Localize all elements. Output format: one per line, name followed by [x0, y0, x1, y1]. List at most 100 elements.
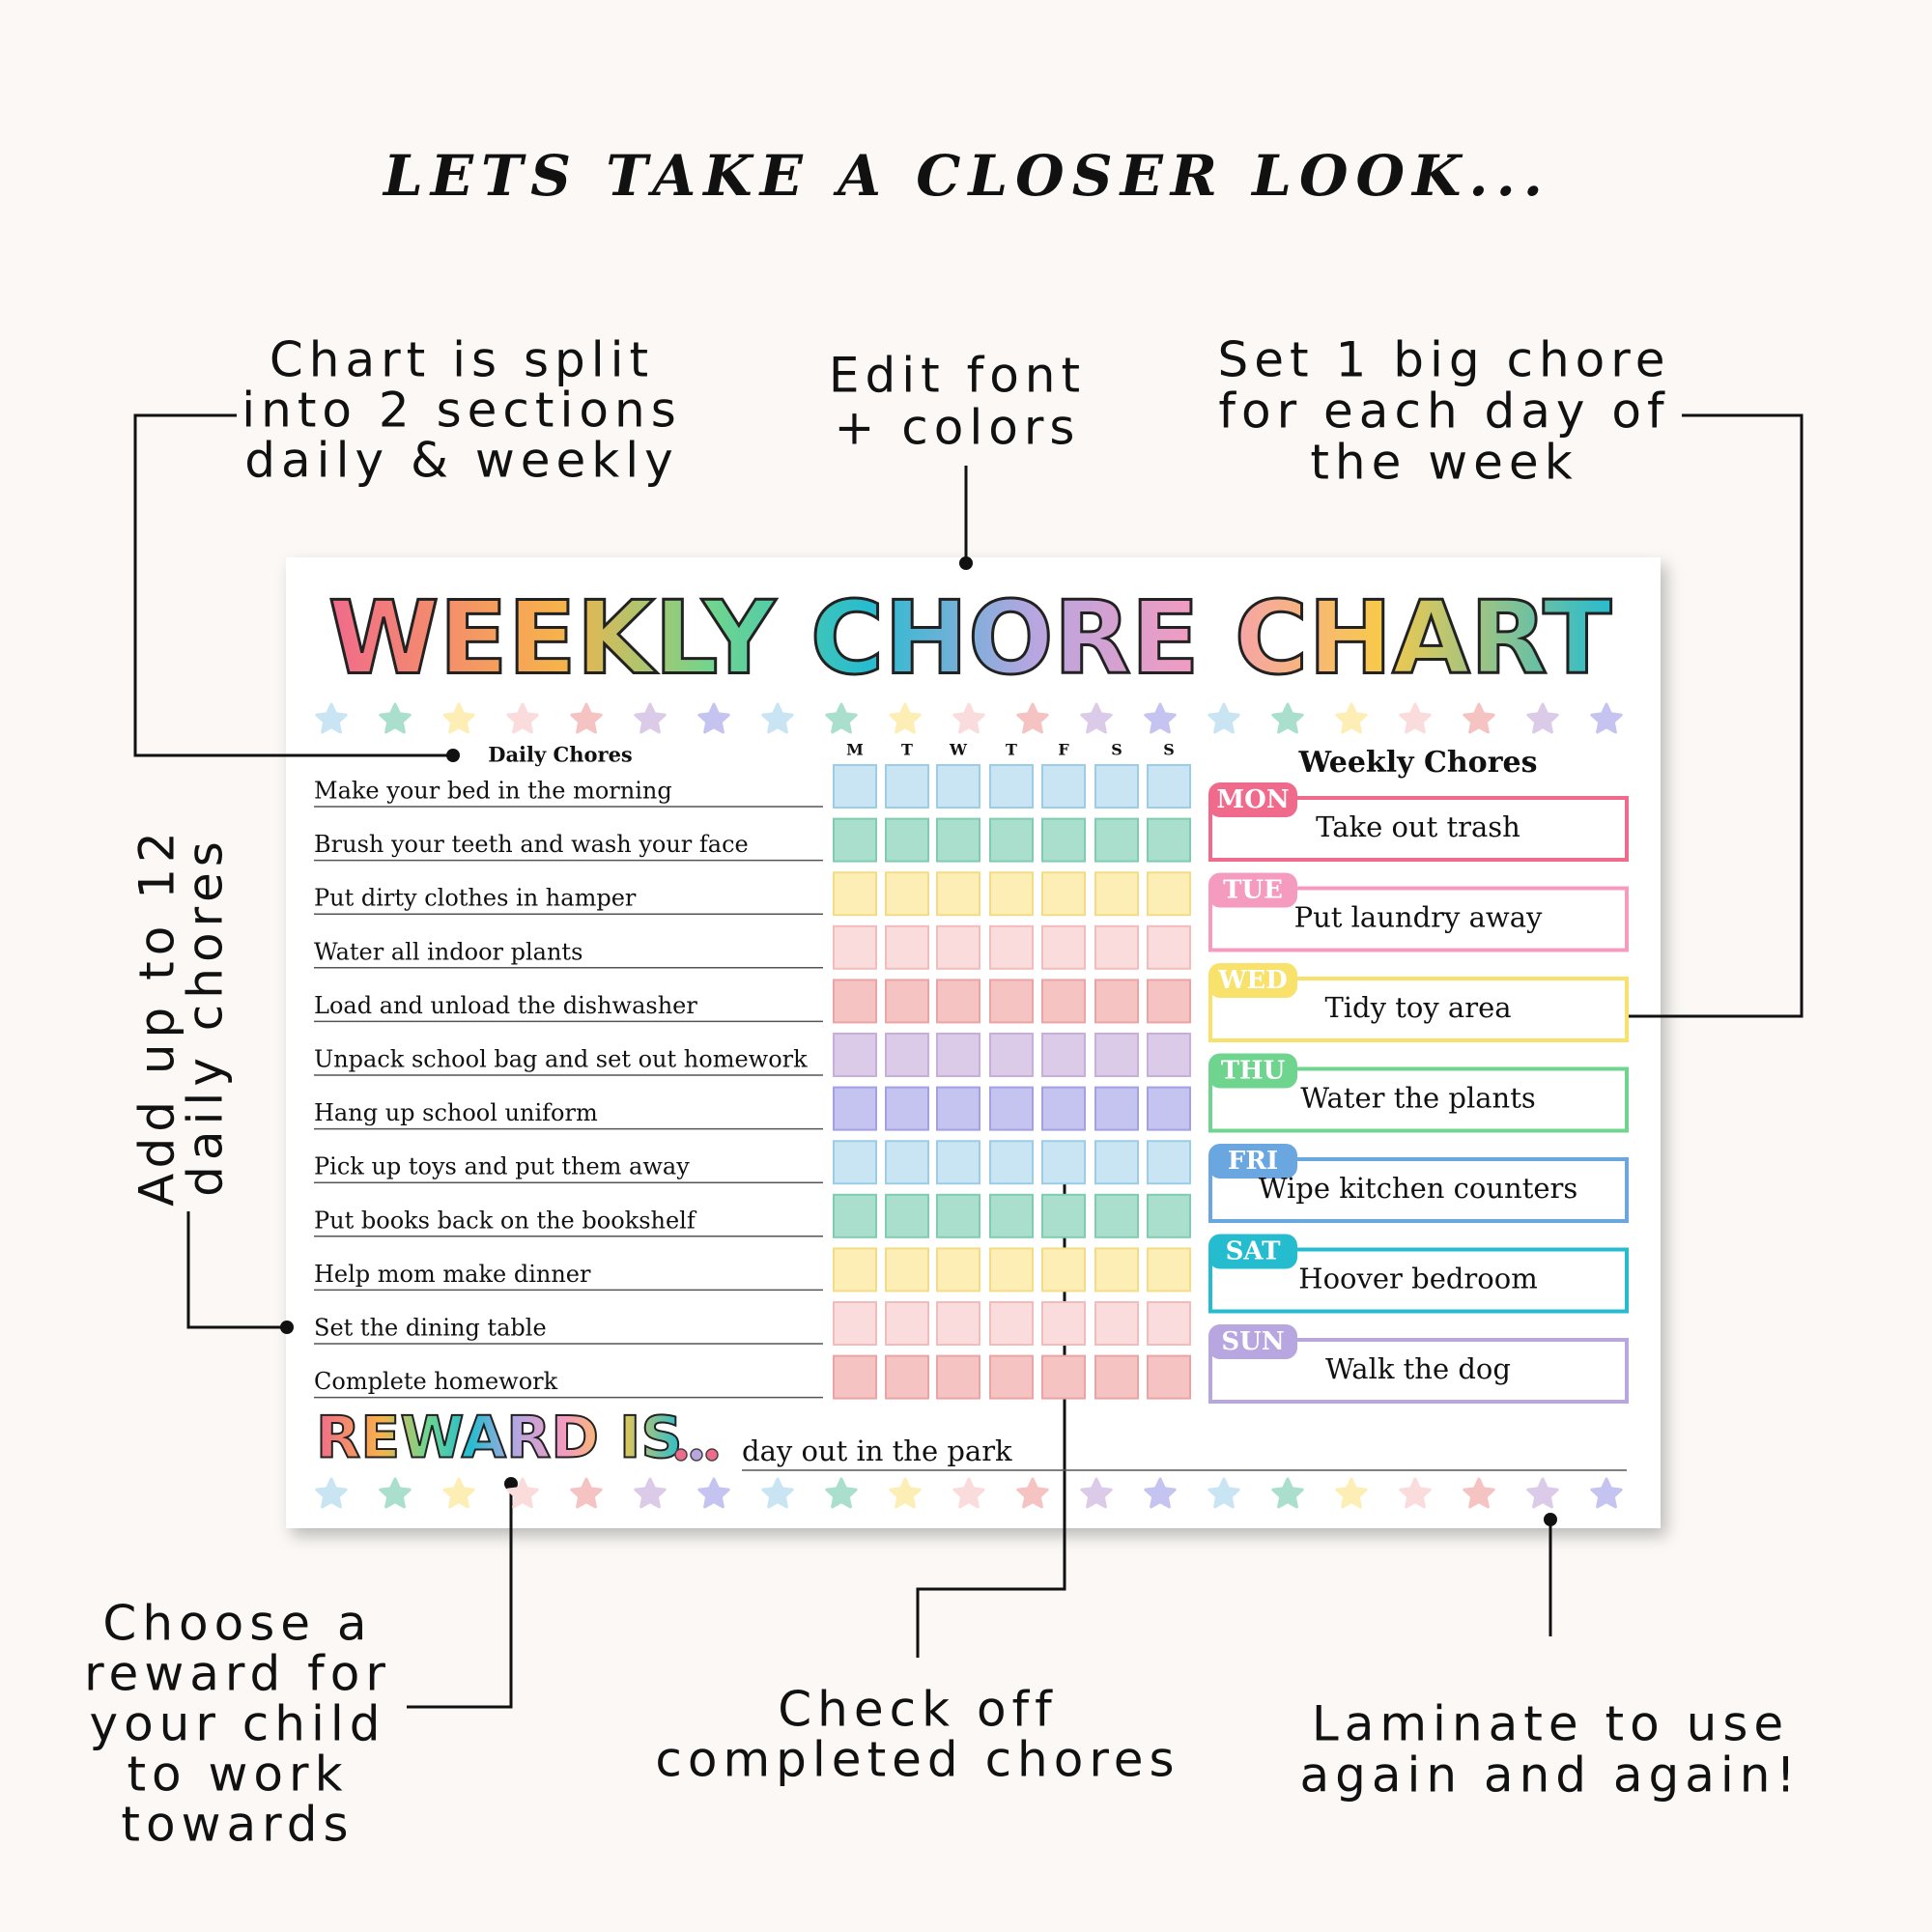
check-box — [936, 1086, 980, 1131]
daily-chore: Complete homework — [314, 1368, 558, 1395]
check-box — [885, 1247, 929, 1293]
check-box — [936, 1247, 980, 1293]
star — [952, 702, 985, 734]
check-box — [885, 1354, 929, 1400]
day-tag-label: WED — [1217, 966, 1288, 995]
check-box — [1041, 817, 1086, 863]
check-box — [1094, 924, 1139, 970]
check-box — [989, 1086, 1034, 1131]
check-box — [1041, 1247, 1086, 1293]
day-tag-label: SUN — [1221, 1327, 1284, 1356]
check-box — [1041, 1193, 1086, 1238]
star — [1335, 1477, 1368, 1509]
check-box — [885, 1086, 929, 1131]
check-box — [833, 817, 877, 863]
day-letter: W — [949, 741, 968, 759]
check-box — [1094, 1140, 1139, 1185]
connectors — [133, 413, 1804, 1709]
day-letter: M — [846, 741, 864, 759]
check-box — [1094, 1193, 1139, 1238]
day-letter: T — [1006, 741, 1017, 759]
reward-dot — [705, 1448, 719, 1462]
callout-text: daily & weekly — [244, 433, 678, 489]
check-box — [989, 979, 1034, 1024]
check-box — [833, 1301, 877, 1346]
check-box — [833, 1193, 877, 1238]
check-box — [1147, 1301, 1191, 1346]
day-letter: S — [1163, 741, 1175, 759]
weekly-chore: Tidy toy area — [1324, 991, 1511, 1024]
star — [442, 702, 475, 734]
check-box — [885, 1140, 929, 1185]
check-box — [1041, 979, 1086, 1024]
callout-text: daily chores — [178, 836, 234, 1197]
daily-chore: Put dirty clothes in hamper — [314, 885, 637, 912]
star — [697, 1477, 730, 1509]
callout-text: your child — [89, 1696, 385, 1752]
star — [634, 702, 667, 734]
daily-title: Daily Chores — [488, 743, 633, 767]
star — [761, 1477, 794, 1509]
star — [1463, 1477, 1495, 1509]
day-tag — [1208, 963, 1297, 998]
star — [1399, 702, 1432, 734]
check-box — [1041, 764, 1086, 809]
day-tag — [1208, 1144, 1297, 1179]
reward-label: REWARD IS — [316, 1405, 683, 1472]
star — [697, 702, 730, 734]
heading: LETS TAKE A CLOSER LOOK... — [382, 143, 1550, 209]
callout-text: Add up to 12 — [129, 826, 185, 1207]
daily-chore: Help mom make dinner — [314, 1261, 591, 1288]
check-box — [936, 924, 980, 970]
check-box — [989, 1354, 1034, 1400]
check-box — [885, 1193, 929, 1238]
check-box — [833, 1086, 877, 1131]
check-box — [936, 979, 980, 1024]
star — [1590, 1477, 1623, 1509]
check-box — [1147, 764, 1191, 809]
star — [825, 1477, 858, 1509]
star — [442, 1477, 475, 1509]
weekly-title: Weekly Chores — [1298, 746, 1538, 780]
callout-text: to work — [127, 1747, 348, 1803]
check-box — [1094, 871, 1139, 917]
star — [1016, 1477, 1049, 1509]
callout-text: + colors — [835, 400, 1081, 456]
check-box — [833, 764, 877, 809]
reward-text: day out in the park — [742, 1435, 1012, 1467]
daily-chore: Pick up toys and put them away — [314, 1153, 690, 1180]
day-tag-label: SAT — [1226, 1237, 1282, 1266]
day-letter: S — [1111, 741, 1122, 759]
star — [1399, 1477, 1432, 1509]
check-box — [1041, 924, 1086, 970]
star — [570, 702, 603, 734]
weekly-chore: Hoover bedroom — [1298, 1263, 1537, 1295]
check-box — [936, 1193, 980, 1238]
check-box — [1147, 1033, 1191, 1077]
daily-chore: Make your bed in the morning — [314, 778, 672, 805]
check-box — [1041, 1354, 1086, 1400]
callout-text: Laminate to use — [1312, 1696, 1789, 1752]
check-box — [1094, 817, 1139, 863]
day-tag-label: MON — [1216, 785, 1289, 814]
day-tag — [1208, 872, 1297, 908]
check-box — [936, 1140, 980, 1185]
star — [1463, 702, 1495, 734]
callout-text: Set 1 big chore — [1218, 332, 1671, 388]
star — [1335, 702, 1368, 734]
daily-chore: Put books back on the bookshelf — [314, 1207, 697, 1234]
star — [889, 1477, 922, 1509]
day-letter: F — [1058, 741, 1069, 759]
day-tag-label: THU — [1221, 1057, 1286, 1086]
check-box — [1041, 1086, 1086, 1131]
star — [889, 702, 922, 734]
callout-text: completed chores — [655, 1732, 1179, 1788]
star — [1526, 1477, 1559, 1509]
check-box — [989, 924, 1034, 970]
star — [1144, 702, 1177, 734]
star — [1208, 702, 1240, 734]
star — [634, 1477, 667, 1509]
check-box — [1147, 1354, 1191, 1400]
check-box — [833, 924, 877, 970]
